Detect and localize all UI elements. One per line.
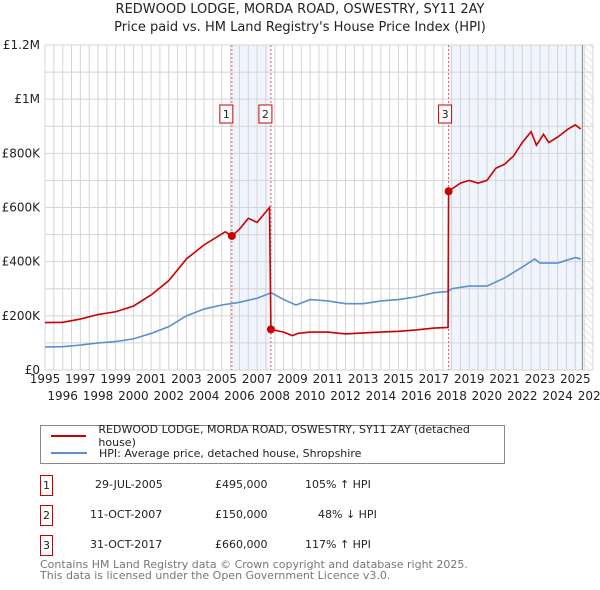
y-tick-label: £600K bbox=[2, 201, 42, 215]
sale-hpi-change: 117% ↑ HPI bbox=[305, 538, 371, 551]
x-tick-label: 2006 bbox=[224, 389, 255, 403]
x-tick-label: 2004 bbox=[189, 389, 220, 403]
sale-price: £150,000 bbox=[215, 508, 268, 521]
x-tick-label: 2003 bbox=[171, 372, 202, 386]
sale-row: 1 29-JUL-2005 £495,000 105% ↑ HPI bbox=[40, 475, 440, 496]
footer: Contains HM Land Registry data © Crown c… bbox=[40, 559, 468, 581]
y-tick-label: £400K bbox=[2, 255, 42, 269]
y-tick-label: £800K bbox=[2, 146, 42, 160]
x-tick-label: 2005 bbox=[207, 372, 238, 386]
x-tick-label: 2020 bbox=[472, 389, 503, 403]
x-tick-label: 2019 bbox=[454, 372, 485, 386]
x-tick-label: 2025 bbox=[560, 372, 591, 386]
sale-marker-badge: 2 bbox=[40, 505, 53, 526]
x-tick-label: 2013 bbox=[348, 372, 379, 386]
x-tick-label: 1998 bbox=[83, 389, 114, 403]
blue-line-swatch bbox=[51, 452, 87, 454]
sale-date: 29-JUL-2005 bbox=[95, 478, 163, 491]
hpi-line bbox=[44, 256, 581, 348]
x-tick-label: 2010 bbox=[295, 389, 326, 403]
sale-date: 31-OCT-2017 bbox=[90, 538, 163, 551]
x-tick-label: 1997 bbox=[65, 372, 96, 386]
footer-line: This data is licensed under the Open Gov… bbox=[40, 569, 391, 582]
x-tick-label: 2008 bbox=[260, 389, 291, 403]
sale-point bbox=[444, 187, 453, 196]
sale-label: 3 bbox=[442, 108, 449, 121]
property-price-line bbox=[44, 123, 582, 337]
sale-label-box bbox=[219, 104, 234, 124]
sale-row: 2 11-OCT-2007 £150,000 48% ↓ HPI bbox=[40, 505, 440, 526]
chart-subtitle: Price paid vs. HM Land Registry's House … bbox=[114, 20, 486, 35]
legend-label: HPI: Average price, detached house, Shro… bbox=[99, 446, 362, 460]
y-tick-label: £200K bbox=[2, 309, 42, 323]
x-tick-label: 2022 bbox=[507, 389, 538, 403]
sale-row: 3 31-OCT-2017 £660,000 117% ↑ HPI bbox=[40, 535, 440, 556]
sale-label-box bbox=[438, 104, 453, 124]
x-tick-label: 1995 bbox=[30, 372, 61, 386]
x-tick-label: 2012 bbox=[330, 389, 361, 403]
sale-label: 1 bbox=[223, 108, 230, 121]
x-tick-label: 2009 bbox=[277, 372, 308, 386]
legend: REDWOOD LODGE, MORDA ROAD, OSWESTRY, SY1… bbox=[40, 423, 505, 464]
x-tick-label: 2007 bbox=[242, 372, 273, 386]
x-tick-label: 2017 bbox=[419, 372, 450, 386]
y-tick-label: £1M bbox=[14, 92, 40, 106]
y-tick-label: £0 bbox=[25, 363, 40, 377]
sale-price: £660,000 bbox=[215, 538, 268, 551]
x-tick-label: 2000 bbox=[118, 389, 149, 403]
x-tick-label: 1999 bbox=[100, 372, 131, 386]
price-chart: £0 £200K £400K £600K £800K £1M £1.2M 1995 1996 19… bbox=[2, 38, 600, 403]
sale-date: 11-OCT-2007 bbox=[90, 508, 163, 521]
x-tick-label: 2018 bbox=[436, 389, 467, 403]
x-tick-label: 2024 bbox=[542, 389, 573, 403]
x-tick-label: 2026 bbox=[578, 389, 600, 403]
sale-point bbox=[266, 325, 275, 334]
x-tick-label: 2014 bbox=[366, 389, 397, 403]
sale-hpi-change: 48% ↓ HPI bbox=[318, 508, 377, 521]
x-tick-label: 2015 bbox=[383, 372, 414, 386]
x-tick-label: 2001 bbox=[136, 372, 167, 386]
red-line-swatch bbox=[51, 435, 87, 437]
x-tick-label: 1996 bbox=[47, 389, 78, 403]
legend-label: REDWOOD LODGE, MORDA ROAD, OSWESTRY, SY1… bbox=[98, 423, 470, 449]
x-tick-label: 2002 bbox=[153, 389, 184, 403]
x-tick-label: 2011 bbox=[313, 372, 344, 386]
sale-point bbox=[227, 231, 236, 240]
chart-title: REDWOOD LODGE, MORDA ROAD, OSWESTRY, SY1… bbox=[115, 2, 485, 17]
sale-label: 2 bbox=[262, 108, 269, 121]
legend-item-hpi: HPI: Average price, detached house, Shro… bbox=[51, 445, 361, 461]
sale-hpi-change: 105% ↑ HPI bbox=[305, 478, 371, 491]
sale-marker-badge: 3 bbox=[40, 535, 53, 556]
x-tick-label: 2021 bbox=[489, 372, 520, 386]
sale-label-box bbox=[258, 104, 273, 124]
y-tick-label: £1.2M bbox=[3, 38, 40, 52]
sale-price: £495,000 bbox=[215, 478, 268, 491]
sale-marker-badge: 1 bbox=[40, 475, 53, 496]
legend-item-property: REDWOOD LODGE, MORDA ROAD, OSWESTRY, SY1… bbox=[51, 423, 504, 449]
x-tick-label: 2016 bbox=[401, 389, 432, 403]
footer-line: Contains HM Land Registry data © Crown c… bbox=[40, 558, 468, 571]
x-tick-label: 2023 bbox=[525, 372, 556, 386]
